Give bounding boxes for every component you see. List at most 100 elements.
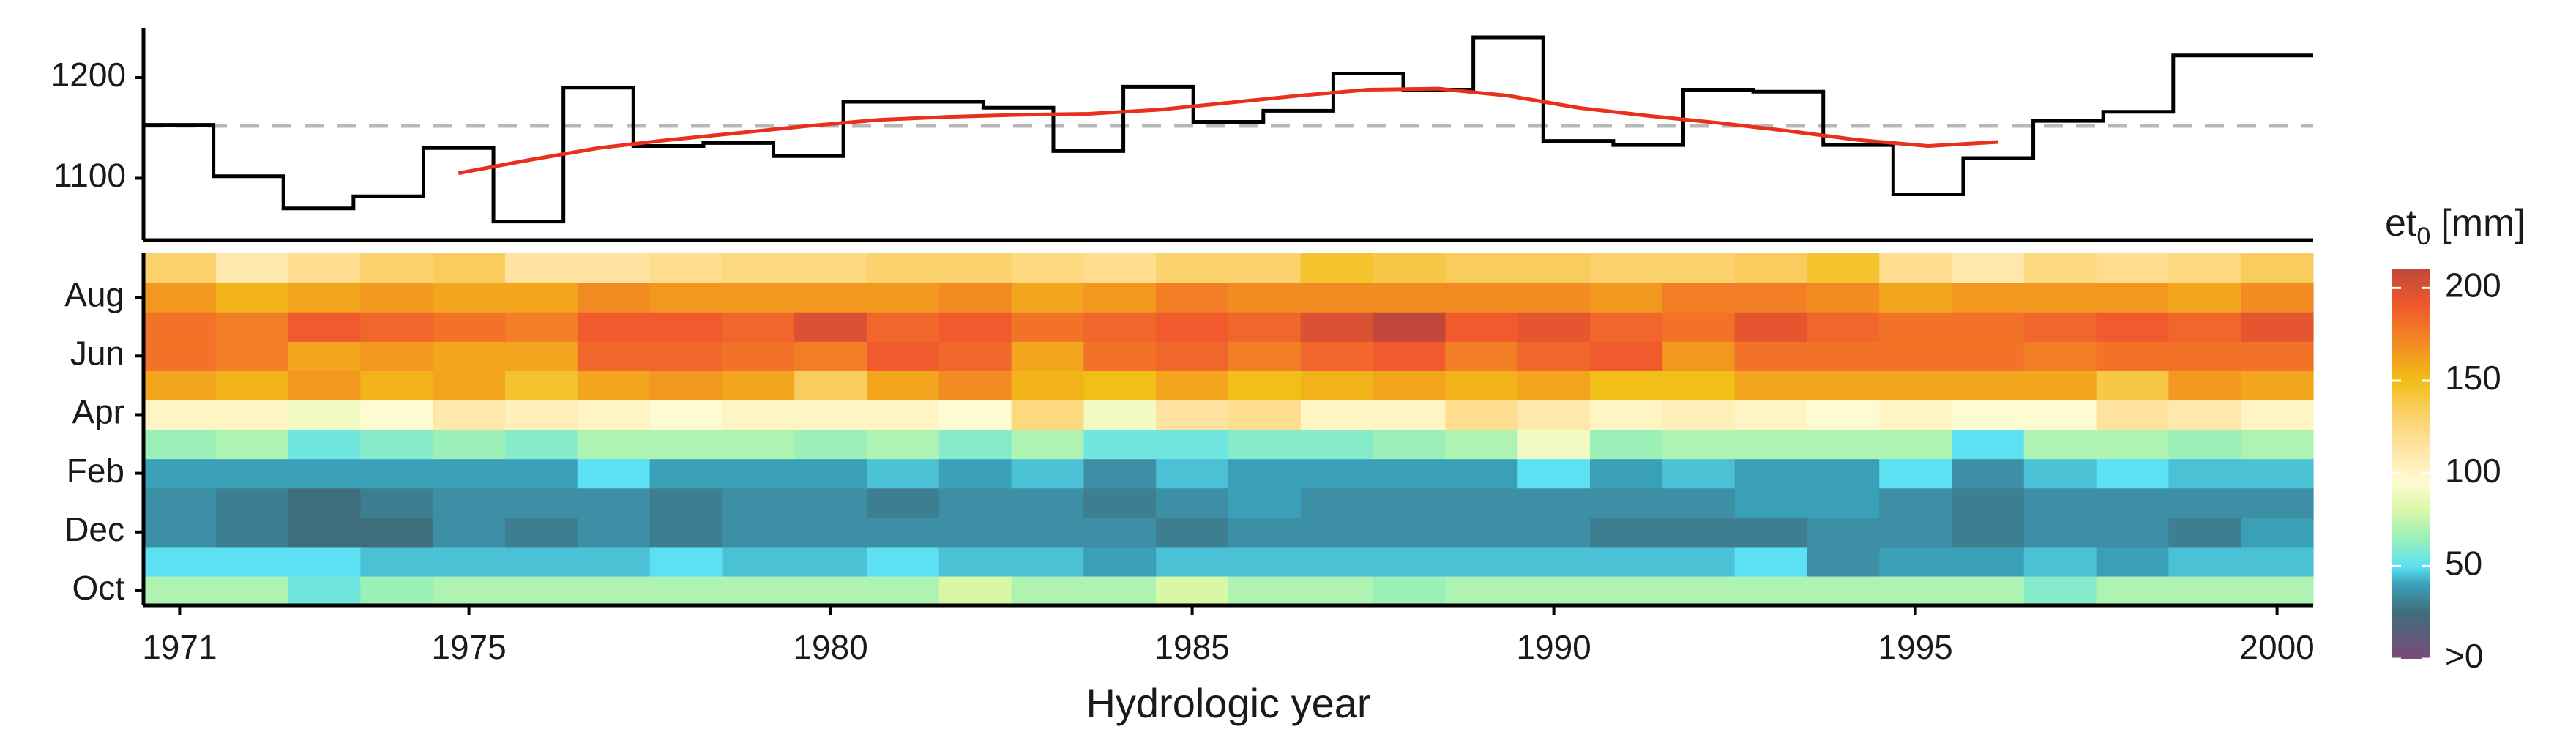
heatmap-cell bbox=[360, 312, 433, 342]
heatmap-cell bbox=[1590, 575, 1663, 606]
heatmap-cell bbox=[215, 517, 289, 548]
heatmap-cell bbox=[360, 400, 433, 430]
heatmap-cell bbox=[1083, 575, 1157, 606]
heatmap-cell bbox=[505, 283, 578, 313]
heatmap-cell bbox=[1083, 283, 1157, 313]
heatmap-cell bbox=[577, 458, 651, 489]
heatmap-cell bbox=[1662, 253, 1736, 283]
heatmap-cell bbox=[1228, 517, 1302, 548]
heatmap-cell bbox=[1011, 546, 1084, 577]
heatmap-cell bbox=[1300, 370, 1374, 401]
heatmap-cell bbox=[1228, 429, 1302, 460]
heatmap-cell bbox=[2241, 546, 2314, 577]
heatmap-cell bbox=[1590, 253, 1663, 283]
colorbar-tick-label: 150 bbox=[2445, 359, 2501, 397]
heatmap-cell bbox=[1228, 253, 1302, 283]
heatmap-cell bbox=[938, 458, 1012, 489]
heatmap-cell bbox=[1807, 253, 1880, 283]
heatmap-cell bbox=[215, 312, 289, 342]
heatmap-cell bbox=[1156, 429, 1229, 460]
heatmap-cell bbox=[2241, 312, 2314, 342]
heatmap-cell bbox=[2023, 253, 2097, 283]
heatmap-cell bbox=[794, 312, 867, 342]
heatmap-cell bbox=[1083, 370, 1157, 401]
heatmap-cell bbox=[1807, 400, 1880, 430]
heatmap-cell bbox=[2096, 429, 2169, 460]
heatmap-cell bbox=[505, 429, 578, 460]
heatmap-cell bbox=[1083, 546, 1157, 577]
heatmap-cell bbox=[1517, 546, 1591, 577]
heatmap-cell bbox=[1662, 517, 1736, 548]
heatmap-cell bbox=[360, 517, 433, 548]
heatmap-cell bbox=[360, 575, 433, 606]
heatmap-cell bbox=[143, 312, 217, 342]
heatmap-cell bbox=[867, 458, 940, 489]
heatmap-cell bbox=[1228, 546, 1302, 577]
top-panel: 1100 1200 bbox=[51, 28, 2313, 242]
heatmap-cell bbox=[1590, 429, 1663, 460]
heatmap-cell bbox=[2096, 546, 2169, 577]
heatmap-cell bbox=[1011, 341, 1084, 371]
heatmap-y-tick-label: Jun bbox=[70, 334, 124, 372]
smoothed-trend-line bbox=[458, 86, 1998, 176]
heatmap-cell bbox=[1734, 400, 1807, 430]
heatmap-cell bbox=[143, 283, 217, 313]
heatmap-cell bbox=[2023, 546, 2097, 577]
heatmap-cell bbox=[143, 458, 217, 489]
heatmap-cell bbox=[2096, 517, 2169, 548]
heatmap-cell bbox=[938, 488, 1012, 518]
heatmap-cell bbox=[649, 575, 723, 606]
heatmap-cell bbox=[1083, 458, 1157, 489]
heatmap-cell bbox=[1807, 429, 1880, 460]
legend-title: et0 [mm] bbox=[2385, 202, 2525, 250]
heatmap-cell bbox=[1952, 458, 2025, 489]
heatmap-cell bbox=[722, 517, 795, 548]
heatmap-cell bbox=[433, 458, 506, 489]
heatmap-cell bbox=[1734, 283, 1807, 313]
heatmap-cell bbox=[1952, 312, 2025, 342]
heatmap-cell bbox=[215, 283, 289, 313]
heatmap-cell bbox=[1300, 575, 1374, 606]
heatmap-cell bbox=[1156, 517, 1229, 548]
heatmap-cell bbox=[505, 546, 578, 577]
legend-title-main: et bbox=[2385, 202, 2417, 244]
heatmap-cell bbox=[215, 575, 289, 606]
heatmap-cell bbox=[1734, 312, 1807, 342]
heatmap-cell bbox=[2096, 253, 2169, 283]
heatmap-cell bbox=[722, 546, 795, 577]
heatmap-cell bbox=[1373, 517, 1446, 548]
heatmap-cell bbox=[649, 517, 723, 548]
heatmap-cell bbox=[505, 253, 578, 283]
heatmap-cell bbox=[2023, 400, 2097, 430]
top-y-tick-label: 1200 bbox=[51, 56, 126, 94]
heatmap-cell bbox=[433, 283, 506, 313]
heatmap-cell bbox=[722, 429, 795, 460]
heatmap-cell bbox=[1373, 400, 1446, 430]
heatmap-y-tick-label: Dec bbox=[64, 510, 124, 548]
heatmap-cell bbox=[360, 370, 433, 401]
heatmap-cell bbox=[2096, 370, 2169, 401]
heatmap-cell bbox=[1083, 341, 1157, 371]
legend-title-unit: [mm] bbox=[2441, 202, 2525, 244]
heatmap-cell bbox=[1445, 575, 1518, 606]
heatmap-cell bbox=[1156, 458, 1229, 489]
colorbar-tick-label: >0 bbox=[2445, 637, 2483, 675]
heatmap-cell bbox=[1517, 488, 1591, 518]
heatmap-cell bbox=[722, 458, 795, 489]
heatmap-cell bbox=[577, 370, 651, 401]
heatmap-cell bbox=[577, 283, 651, 313]
heatmap-cell bbox=[1373, 253, 1446, 283]
heatmap-cell bbox=[1879, 253, 1952, 283]
heatmap-cell bbox=[1228, 488, 1302, 518]
heatmap-cell bbox=[794, 546, 867, 577]
heatmap-cell bbox=[867, 341, 940, 371]
heatmap-cell bbox=[1083, 488, 1157, 518]
heatmap-cell bbox=[1300, 312, 1374, 342]
colorbar-tick-label: 200 bbox=[2445, 266, 2501, 304]
heatmap-cell bbox=[1445, 400, 1518, 430]
heatmap-cell bbox=[288, 283, 361, 313]
heatmap-cell bbox=[1662, 341, 1736, 371]
heatmap-cell bbox=[722, 253, 795, 283]
heatmap-cell bbox=[433, 312, 506, 342]
heatmap-cell bbox=[215, 458, 289, 489]
